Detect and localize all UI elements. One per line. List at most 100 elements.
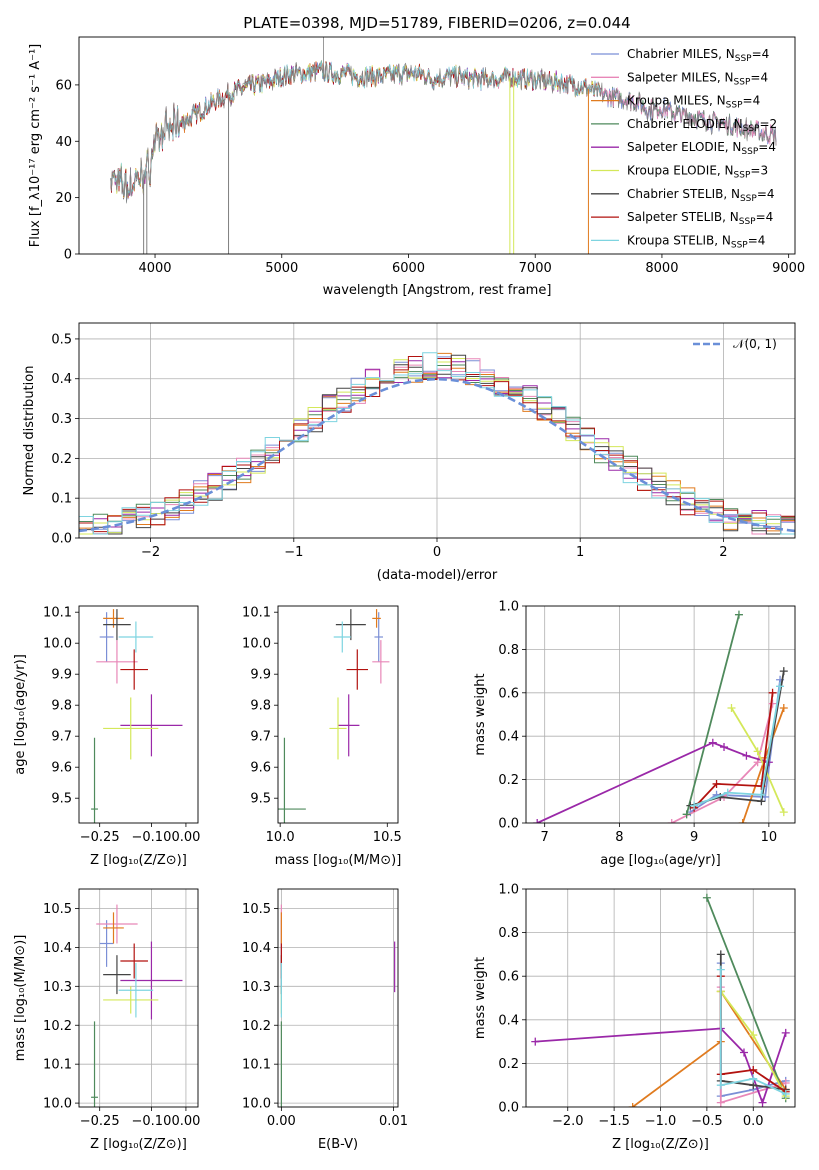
y-tick-label: 40 bbox=[55, 135, 72, 150]
legend-label: Kroupa ELODIE, N bbox=[627, 164, 734, 178]
panel-mass-vs-Z: −0.25 −0.10 0.00 10.0 10.1 10.2 10.3 10.4 10.5 Z … bbox=[13, 888, 200, 1152]
legend-label: Salpeter STELIB, N bbox=[627, 210, 739, 224]
plot-area-residuals bbox=[79, 323, 795, 538]
legend-subscript: SSP bbox=[734, 171, 751, 181]
data-point-marker bbox=[738, 819, 747, 823]
series-line bbox=[671, 703, 774, 823]
legend-label: Chabrier STELIB, N bbox=[627, 187, 740, 201]
y-axis-label: mass weight bbox=[473, 673, 488, 755]
x-axis-label: Z [log₁₀(Z/Z⊙)] bbox=[90, 853, 187, 868]
data-point-marker bbox=[749, 1065, 758, 1074]
data-point-marker bbox=[716, 1098, 725, 1107]
x-axis-label: mass [log₁₀(M/M⊙)] bbox=[275, 853, 402, 868]
x-axis-label: Z [log₁₀(Z/Z⊙)] bbox=[90, 1137, 187, 1152]
y-tick-label: 10.0 bbox=[242, 1097, 271, 1112]
legend-tail: =4 bbox=[750, 70, 768, 84]
data-point-marker bbox=[667, 819, 676, 823]
data-point-marker bbox=[758, 1098, 767, 1107]
axes-frame bbox=[525, 888, 796, 1108]
y-tick-label: 60 bbox=[55, 78, 72, 93]
data-point-marker bbox=[757, 782, 766, 791]
legend-tail: =4 bbox=[756, 210, 774, 224]
y-tick-label: 0 bbox=[64, 248, 72, 263]
x-axis-label: wavelength [Angstrom, rest frame] bbox=[323, 283, 552, 298]
y-tick-label: 9.5 bbox=[51, 792, 72, 807]
x-axis-label: Z [log₁₀(Z/Z⊙)] bbox=[612, 1137, 709, 1152]
legend-subscript: SSP bbox=[743, 124, 760, 134]
x-tick-label: 2 bbox=[719, 545, 727, 560]
data-trace bbox=[110, 61, 777, 204]
series-line bbox=[719, 969, 787, 1095]
x-tick-label: 10.5 bbox=[373, 830, 402, 845]
legend-entry: Chabrier MILES, NSSP=4 bbox=[627, 47, 769, 64]
y-tick-label: 10.0 bbox=[242, 637, 271, 652]
y-tick-label: 0.0 bbox=[498, 1101, 519, 1116]
x-tick-label: 5000 bbox=[265, 261, 298, 276]
legend-entry: Salpeter MILES, NSSP=4 bbox=[627, 70, 768, 87]
panel-residuals: −2 −1 0 1 2 0.0 0.1 0.2 0.3 0.4 0.5 𝒩(0, 1) (data-mo… bbox=[22, 322, 796, 583]
y-tick-label: 0.4 bbox=[51, 372, 72, 387]
legend-label: Salpeter ELODIE, N bbox=[627, 140, 741, 154]
y-axis-label: age [log₁₀(age/yr)] bbox=[13, 654, 28, 775]
legend-label: Salpeter MILES, N bbox=[627, 70, 734, 84]
x-tick-label: 7 bbox=[541, 830, 549, 845]
legend-label: Chabrier MILES, N bbox=[627, 47, 735, 61]
panel-age-vs-mass: 10.0 10.5 9.5 9.6 9.7 9.8 9.9 10.0 10.1 mass [log… bbox=[242, 605, 402, 868]
plot-area-spectrum bbox=[110, 37, 777, 254]
panel-weight-vs-Z: −2.0 −1.5 −1.0 −0.5 0.0 0.0 0.2 0.4 0.6 0.8 1.0 Z [… bbox=[473, 883, 796, 1152]
x-tick-label: −2 bbox=[141, 545, 160, 560]
data-point-marker bbox=[742, 751, 751, 760]
x-tick-label: 4000 bbox=[138, 261, 171, 276]
y-tick-label: 10.5 bbox=[43, 902, 72, 917]
series-line bbox=[536, 741, 770, 823]
x-tick-label: −0.5 bbox=[691, 1114, 723, 1129]
y-tick-label: 0.8 bbox=[498, 643, 519, 658]
x-tick-label: 0.00 bbox=[267, 1114, 296, 1129]
y-tick-label: 0.8 bbox=[498, 926, 519, 941]
y-tick-label: 9.6 bbox=[51, 761, 72, 776]
x-tick-label: 0.0 bbox=[743, 1114, 764, 1129]
panel-mass-vs-ebv: 0.00 0.01 10.0 10.1 10.2 10.3 10.4 10.5 E(B-V) bbox=[242, 888, 408, 1152]
y-tick-label: 0.4 bbox=[498, 730, 519, 745]
normal-curve bbox=[79, 377, 795, 533]
y-tick-label: 0.3 bbox=[51, 412, 72, 427]
y-tick-label: 0.0 bbox=[498, 817, 519, 832]
y-tick-label: 9.6 bbox=[250, 761, 271, 776]
x-tick-label: −1 bbox=[284, 545, 303, 560]
y-tick-label: 10.3 bbox=[242, 980, 271, 995]
plot-area-age-vs-Z bbox=[91, 609, 183, 823]
legend-tail: =4 bbox=[758, 140, 776, 154]
x-tick-label: −0.10 bbox=[132, 830, 172, 845]
y-tick-label: 10.2 bbox=[242, 1019, 271, 1034]
y-tick-label: 10.1 bbox=[242, 606, 271, 621]
data-point-marker bbox=[712, 779, 721, 788]
plot-area-weight-vs-age bbox=[526, 606, 795, 823]
data-point-marker bbox=[734, 610, 743, 619]
legend-label: Chabrier ELODIE, N bbox=[627, 117, 743, 131]
y-tick-label: 10.5 bbox=[242, 902, 271, 917]
x-axis-label: E(B-V) bbox=[318, 1137, 358, 1152]
legend-tail: =3 bbox=[750, 164, 768, 178]
panel-age-vs-Z: −0.25 −0.10 0.00 9.5 9.6 9.7 9.8 9.9 10.0 10.1 Z [… bbox=[13, 605, 200, 868]
data-point-marker bbox=[531, 1037, 540, 1046]
x-tick-label: 8000 bbox=[645, 261, 678, 276]
data-point-marker bbox=[727, 703, 736, 712]
y-axis-label: Normed distribution bbox=[22, 366, 37, 496]
legend-subscript: SSP bbox=[735, 54, 752, 64]
y-tick-label: 10.3 bbox=[43, 980, 72, 995]
y-tick-label: 1.0 bbox=[498, 600, 519, 615]
x-axis-label: age [log₁₀(age/yr)] bbox=[600, 853, 721, 868]
legend-entry: Salpeter STELIB, NSSP=4 bbox=[627, 210, 773, 227]
data-point-marker bbox=[779, 703, 788, 712]
legend-entry: Kroupa MILES, NSSP=4 bbox=[627, 94, 760, 111]
x-tick-label: 10 bbox=[761, 830, 778, 845]
legend-tail: =4 bbox=[748, 233, 766, 247]
y-tick-label: 0.1 bbox=[51, 492, 72, 507]
series-line bbox=[685, 614, 740, 815]
legend-subscript: SSP bbox=[734, 77, 751, 87]
data-point-marker bbox=[739, 1048, 748, 1057]
y-tick-label: 9.9 bbox=[51, 668, 72, 683]
data-point-marker bbox=[628, 1103, 637, 1107]
axes-frame bbox=[78, 322, 796, 539]
y-tick-label: 0.0 bbox=[51, 532, 72, 547]
